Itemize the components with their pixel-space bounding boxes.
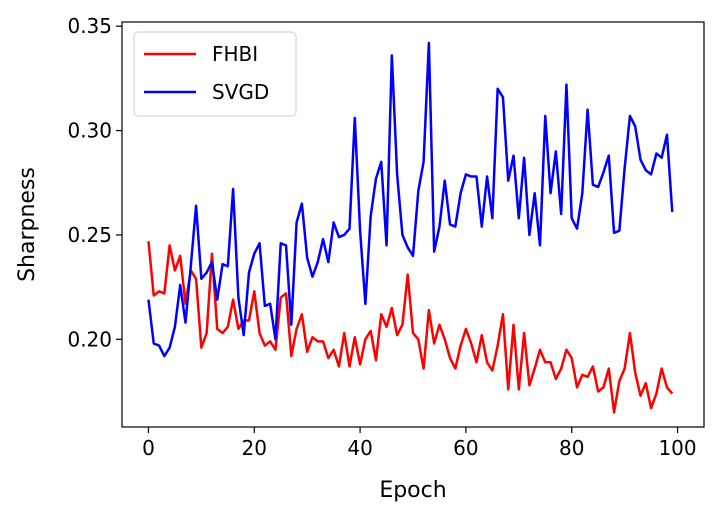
y-tick-label: 0.30 (67, 119, 112, 143)
x-axis-label: Epoch (379, 478, 446, 503)
x-tick-label: 60 (453, 436, 478, 460)
x-tick-label: 80 (559, 436, 584, 460)
series-line-fhbi (147, 241, 674, 414)
x-tick-label: 40 (347, 436, 372, 460)
legend: FHBI SVGD (133, 31, 297, 117)
plot-frame (121, 21, 705, 428)
y-tick-label: 0.35 (67, 14, 112, 38)
x-tick-label: 20 (242, 436, 267, 460)
x-axis: 0 20 40 60 80 100 (142, 427, 697, 460)
y-axis: 0.20 0.25 0.30 0.35 (67, 14, 122, 351)
y-axis-label: Sharpness (15, 167, 40, 282)
x-tick-label: 0 (142, 436, 155, 460)
legend-label-svgd: SVGD (212, 80, 269, 104)
plot-lines (147, 41, 674, 414)
x-tick-label: 100 (658, 436, 696, 460)
legend-label-fhbi: FHBI (212, 42, 258, 66)
y-tick-label: 0.20 (67, 327, 112, 351)
y-tick-label: 0.25 (67, 223, 112, 247)
series-line-svgd (147, 41, 674, 358)
